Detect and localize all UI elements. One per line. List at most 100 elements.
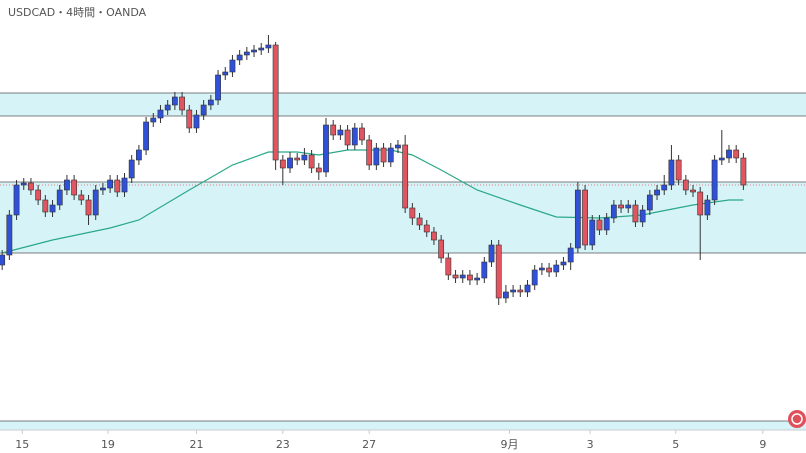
candle-body (323, 124, 329, 173)
candle-body (287, 157, 293, 169)
candle-body (301, 154, 308, 161)
candle-body (488, 244, 495, 263)
candle-body (171, 96, 178, 106)
x-tick-label: 9 (759, 438, 766, 451)
candle-body (474, 277, 481, 281)
candle-body (186, 109, 193, 129)
candle-body (582, 189, 588, 246)
candle-body (661, 184, 668, 191)
candle-body (510, 289, 517, 293)
candle-body (71, 179, 78, 196)
candle-body (258, 47, 265, 51)
candle-body (610, 204, 617, 219)
zone (0, 93, 806, 116)
candle-body (445, 257, 452, 276)
candle-body (380, 147, 387, 163)
candle-body (92, 189, 99, 216)
logo (788, 410, 806, 428)
candle-body (495, 244, 502, 299)
candle-body (121, 177, 128, 193)
candle-body (315, 167, 322, 173)
candle-body (6, 214, 13, 256)
candle-body (56, 189, 63, 206)
candle-body (373, 147, 380, 166)
candle-body (215, 74, 221, 101)
candle-body (78, 194, 85, 201)
x-tick-label: 5 (672, 438, 679, 451)
candle-body (560, 261, 567, 266)
candle-body (481, 261, 488, 279)
candle-body (243, 51, 250, 56)
candle-body (164, 104, 171, 111)
candle-body (718, 157, 725, 161)
candle-body (294, 157, 301, 161)
candle-body (467, 274, 473, 281)
candle-body (143, 121, 149, 151)
candle-body (64, 179, 70, 191)
candle-body (49, 204, 56, 213)
x-tick-label: 19 (101, 438, 115, 451)
candle-body (100, 187, 106, 191)
candle-body (423, 224, 430, 233)
candle-body (697, 191, 704, 216)
candle-body (35, 189, 42, 201)
candle-body (179, 96, 185, 111)
candle-body (20, 182, 27, 186)
candle-body (157, 109, 164, 119)
candle-body (668, 159, 675, 186)
candle-body (207, 99, 214, 106)
candle-body (13, 184, 20, 216)
candle-body (632, 204, 639, 223)
candle-body (251, 49, 257, 53)
zone (0, 421, 806, 430)
candle-body (618, 204, 624, 209)
candle-body (222, 71, 229, 76)
candle-body (531, 269, 538, 286)
candle-body (107, 179, 114, 189)
candle-body (682, 179, 689, 191)
candle-body (395, 144, 401, 149)
candle-body (351, 127, 358, 146)
candle-body (193, 114, 200, 129)
candle-body (229, 59, 236, 73)
candle-body (366, 139, 373, 166)
candle-body (567, 247, 574, 263)
candle-body (359, 127, 365, 141)
candle-body (459, 274, 466, 279)
candle-body (150, 117, 157, 123)
candle-body (646, 194, 653, 211)
x-tick-label: 21 (189, 438, 203, 451)
x-tick-label: 23 (276, 438, 290, 451)
x-tick-label: 15 (15, 438, 29, 451)
candle-body (596, 219, 603, 231)
candle-body (546, 267, 552, 273)
candle-body (114, 179, 121, 193)
candle-body (387, 147, 394, 163)
candle-body (603, 217, 610, 231)
candle-body (524, 284, 531, 293)
candle-body (452, 274, 459, 279)
candle-body (625, 204, 632, 209)
candle-body (337, 129, 344, 136)
candle-body (654, 189, 660, 196)
candle-body (279, 159, 286, 169)
x-tick-label: 27 (362, 438, 376, 451)
x-tick-label: 9月 (501, 438, 519, 451)
candle-body (42, 199, 49, 213)
candle-body (675, 159, 682, 181)
candle-body (272, 44, 279, 161)
x-tick-label: 3 (587, 438, 594, 451)
candle-body (726, 149, 732, 159)
candle-body (589, 219, 596, 246)
candle-body (236, 54, 243, 61)
candle-body (553, 264, 560, 273)
candle-body (574, 189, 581, 249)
candle-body (431, 231, 437, 241)
candle-body (409, 207, 416, 219)
candle-body (690, 189, 696, 193)
candle-body (344, 129, 351, 146)
candle-body (503, 291, 509, 299)
candle-body (704, 199, 711, 216)
candle-body (402, 144, 409, 209)
